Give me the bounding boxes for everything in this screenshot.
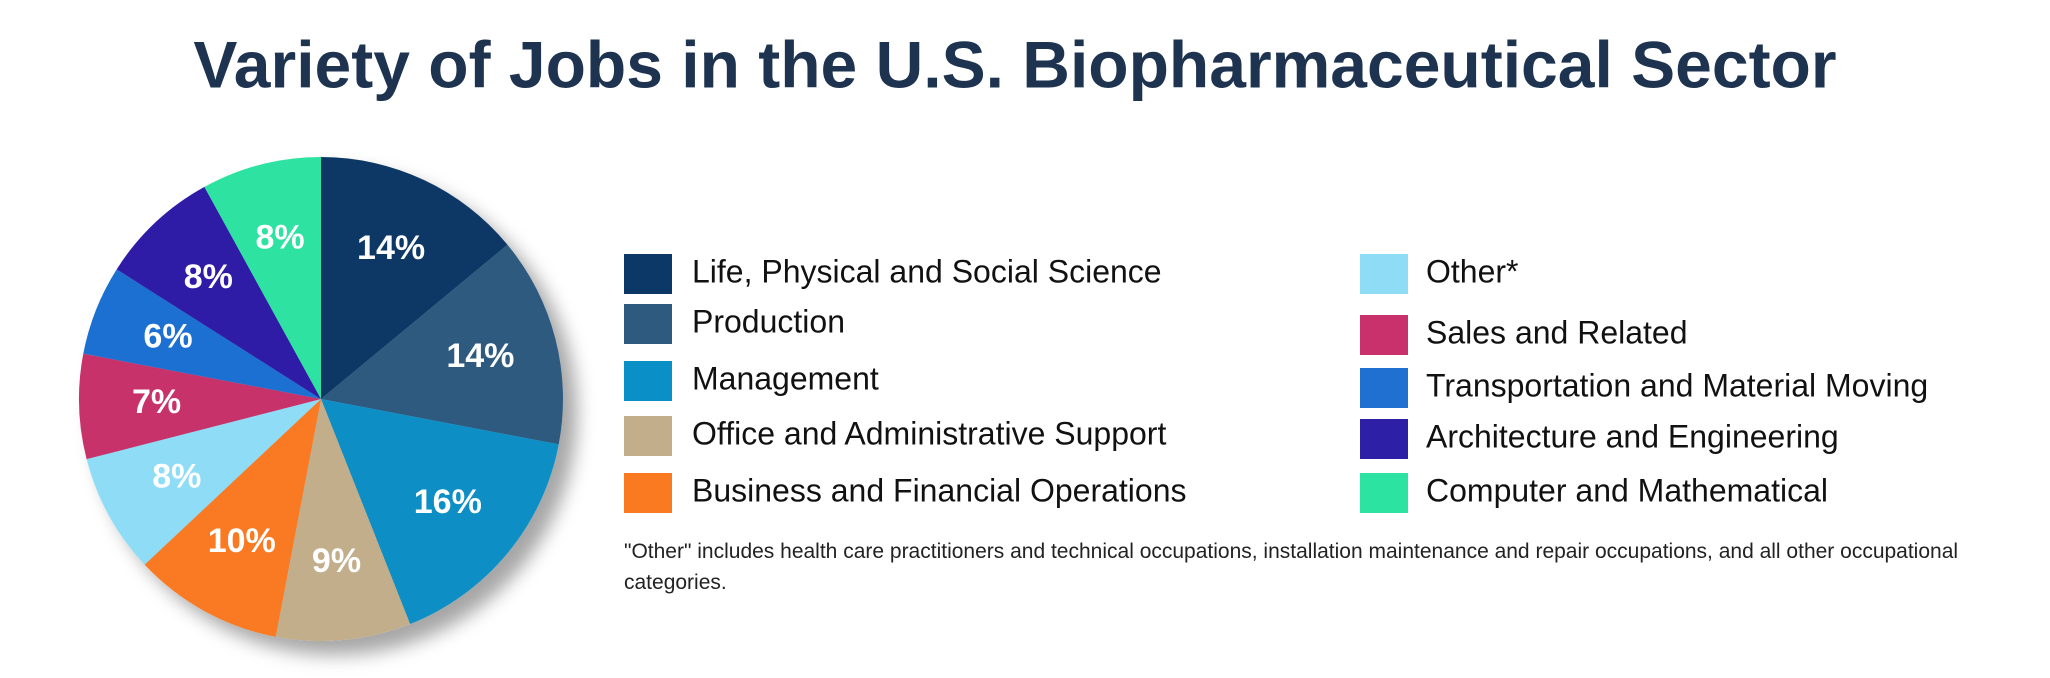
footnote: "Other" includes health care practitione…: [624, 540, 1959, 594]
legend-label: Other*: [1426, 253, 1518, 289]
pie-slice: [321, 244, 563, 445]
pie-slice: [321, 157, 508, 399]
pie: [79, 157, 563, 641]
legend-swatch: [624, 304, 672, 344]
data-label: 8%: [152, 457, 201, 495]
legend-label: Transportation and Material Moving: [1426, 367, 1928, 403]
data-label: 8%: [184, 258, 233, 296]
legend-swatch: [624, 473, 672, 513]
data-label: 7%: [132, 383, 181, 421]
pie-slice: [86, 399, 321, 565]
legend-label: Management: [692, 360, 879, 396]
chart-title: Variety of Jobs in the U.S. Biopharmaceu…: [193, 27, 1836, 101]
pie-slice: [275, 399, 411, 641]
legend-label: Production: [692, 303, 845, 339]
legend-label: Architecture and Engineering: [1426, 418, 1839, 454]
legend-label: Sales and Related: [1426, 314, 1688, 350]
legend-label: Computer and Mathematical: [1426, 472, 1828, 508]
legend-swatch: [624, 361, 672, 401]
data-label: 14%: [446, 337, 514, 375]
legend-swatch: [624, 254, 672, 294]
legend-swatch: [1360, 473, 1408, 513]
legend-label: Life, Physical and Social Science: [692, 253, 1162, 289]
pie-slice: [321, 399, 559, 625]
pie-slice: [83, 269, 321, 399]
pie-slice: [204, 157, 321, 399]
data-label: 10%: [208, 522, 276, 560]
legend-swatch: [1360, 254, 1408, 294]
legend-label: Office and Administrative Support: [692, 415, 1166, 451]
legend-swatch: [1360, 368, 1408, 408]
pie-slice: [79, 353, 321, 460]
data-label: 9%: [312, 542, 361, 580]
data-label: 14%: [357, 229, 425, 267]
legend-swatch: [624, 416, 672, 456]
data-label: 8%: [256, 219, 305, 257]
data-label: 16%: [414, 483, 482, 521]
data-label: 6%: [143, 317, 192, 355]
legend-label: Business and Financial Operations: [692, 472, 1187, 508]
pie-slice: [144, 399, 321, 637]
pie-slice: [116, 186, 322, 399]
legend-swatch: [1360, 419, 1408, 459]
legend-swatch: [1360, 315, 1408, 355]
